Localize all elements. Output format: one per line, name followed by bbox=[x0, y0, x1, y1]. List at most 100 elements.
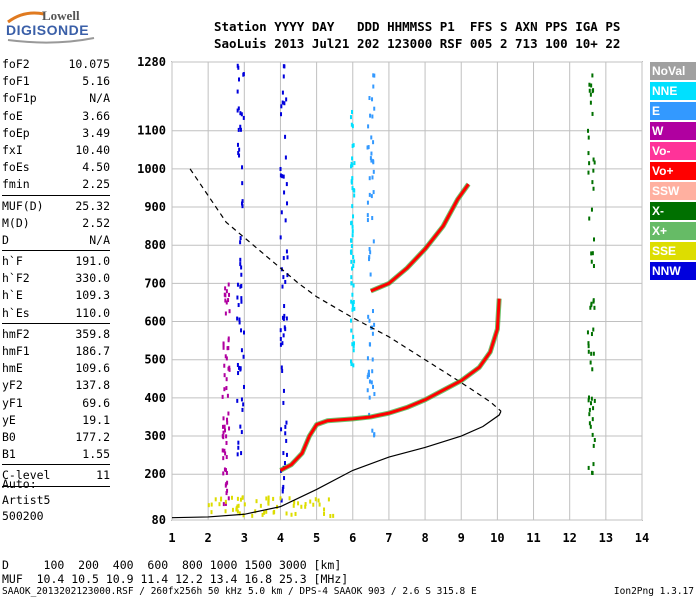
echo-point bbox=[369, 156, 372, 161]
echo-point bbox=[370, 158, 373, 163]
echo-point bbox=[241, 495, 244, 500]
echo-point bbox=[352, 343, 355, 348]
echo-point bbox=[225, 491, 228, 496]
echo-point bbox=[318, 502, 321, 507]
echo-point bbox=[351, 229, 354, 234]
echo-point bbox=[350, 299, 353, 304]
echo-point bbox=[590, 332, 593, 337]
param-row: h`Es 110.0 bbox=[2, 305, 110, 322]
echo-point bbox=[283, 190, 286, 195]
echo-point bbox=[214, 497, 217, 502]
param-value: 11 bbox=[96, 468, 110, 483]
x-tick-label: 9 bbox=[458, 531, 465, 545]
echo-point bbox=[300, 504, 303, 509]
echo-point bbox=[220, 496, 223, 501]
param-value: 359.8 bbox=[75, 326, 110, 341]
param-separator bbox=[2, 322, 110, 324]
param-separator bbox=[2, 464, 110, 466]
echo-point bbox=[240, 348, 243, 353]
param-row: yF1 69.6 bbox=[2, 395, 110, 412]
echo-point bbox=[224, 501, 227, 506]
param-key: foF2 bbox=[2, 57, 30, 71]
echo-point bbox=[283, 304, 286, 309]
echo-point bbox=[282, 388, 285, 393]
echo-point bbox=[371, 97, 374, 102]
param-value: 10.075 bbox=[68, 57, 110, 71]
echo-point bbox=[366, 200, 369, 205]
echo-point bbox=[281, 315, 284, 320]
legend-entry: W bbox=[650, 122, 696, 140]
echo-point bbox=[587, 170, 590, 175]
x-tick-label: 10 bbox=[490, 531, 504, 545]
echo-point bbox=[592, 264, 595, 269]
x-tick-label: 3 bbox=[241, 531, 248, 545]
param-row: MUF(D) 25.32 bbox=[2, 198, 110, 215]
legend-entry: Vo+ bbox=[650, 162, 696, 180]
echo-point bbox=[366, 374, 369, 379]
echo-point bbox=[279, 166, 282, 171]
echo-point bbox=[283, 313, 286, 318]
true-height-profile bbox=[171, 410, 502, 519]
echo-point bbox=[285, 511, 288, 516]
logo-text-lowell: Lowell bbox=[42, 8, 80, 23]
echo-point bbox=[280, 427, 283, 432]
echo-point bbox=[267, 498, 270, 503]
echo-point bbox=[370, 135, 373, 140]
echo-point bbox=[589, 424, 592, 429]
param-row: hmF1 186.7 bbox=[2, 343, 110, 360]
echo-point bbox=[588, 161, 591, 166]
trace-shadow bbox=[369, 182, 471, 294]
echo-point bbox=[225, 289, 228, 294]
echo-point bbox=[279, 173, 282, 178]
version-footer: Ion2Png 1.3.17 bbox=[613, 586, 694, 597]
echo-point bbox=[242, 402, 245, 407]
echo-point bbox=[279, 235, 282, 240]
param-row: yF2 137.8 bbox=[2, 377, 110, 394]
echo-point bbox=[285, 316, 288, 321]
echo-point bbox=[587, 398, 590, 403]
echo-point bbox=[224, 451, 227, 456]
echo-point bbox=[224, 499, 227, 504]
echo-point bbox=[272, 496, 275, 501]
param-key: yF1 bbox=[2, 395, 23, 410]
echo-point bbox=[366, 356, 369, 361]
echo-point bbox=[282, 333, 285, 338]
echo-point bbox=[237, 127, 240, 132]
echo-point bbox=[241, 165, 244, 170]
echo-point bbox=[592, 351, 595, 356]
auto-program: Artist5 bbox=[2, 493, 51, 507]
echo-point bbox=[285, 420, 288, 425]
echo-point bbox=[280, 112, 283, 117]
param-key: h`F2 bbox=[2, 271, 30, 286]
param-value: 19.1 bbox=[82, 412, 110, 427]
echo-point bbox=[351, 304, 354, 309]
echo-point bbox=[230, 495, 233, 500]
echo-point bbox=[280, 104, 283, 109]
echo-point bbox=[225, 455, 228, 460]
echo-point bbox=[353, 341, 356, 346]
x-tick-label: 5 bbox=[313, 531, 320, 545]
echo-point bbox=[372, 160, 375, 165]
echo-point bbox=[236, 63, 239, 68]
y-tick-label: 500 bbox=[144, 353, 166, 367]
echo-point bbox=[329, 514, 332, 519]
echo-point bbox=[222, 502, 225, 507]
param-row: M(D) 2.52 bbox=[2, 215, 110, 232]
echo-point bbox=[222, 456, 225, 461]
echo-point bbox=[587, 395, 590, 400]
param-row: yE 19.1 bbox=[2, 412, 110, 429]
echo-point bbox=[368, 379, 371, 384]
echo-point bbox=[239, 366, 242, 371]
echo-point bbox=[368, 257, 371, 262]
echo-point bbox=[284, 134, 287, 139]
echo-point bbox=[241, 407, 244, 412]
echo-point bbox=[236, 142, 239, 147]
param-value: 191.0 bbox=[75, 254, 110, 269]
echo-point bbox=[284, 431, 287, 436]
echo-point bbox=[280, 365, 283, 370]
echo-point bbox=[352, 254, 355, 259]
echo-point bbox=[223, 373, 226, 378]
echo-point bbox=[237, 445, 240, 450]
param-value: N/A bbox=[89, 91, 110, 106]
echo-point bbox=[223, 448, 226, 453]
